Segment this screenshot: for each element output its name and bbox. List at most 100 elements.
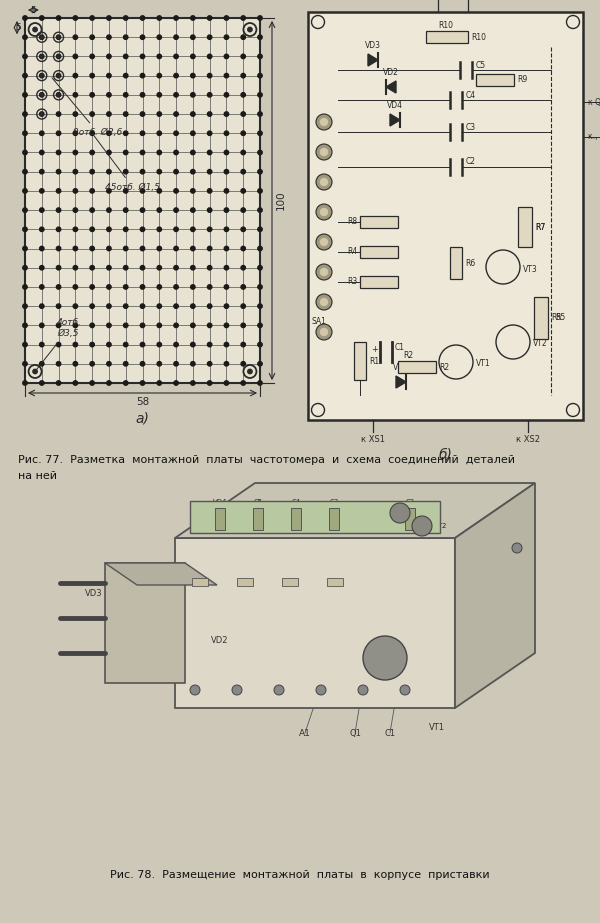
Circle shape xyxy=(40,323,44,328)
Circle shape xyxy=(232,685,242,695)
Circle shape xyxy=(157,323,161,328)
Circle shape xyxy=(208,208,212,212)
Text: 9отб. Ø2,6: 9отб. Ø2,6 xyxy=(52,78,122,137)
Text: R8: R8 xyxy=(347,218,357,226)
Circle shape xyxy=(57,36,60,39)
Circle shape xyxy=(73,304,77,308)
Circle shape xyxy=(140,362,145,366)
Circle shape xyxy=(90,285,94,289)
Circle shape xyxy=(40,36,43,39)
Circle shape xyxy=(208,170,212,174)
Circle shape xyxy=(140,150,145,155)
Circle shape xyxy=(224,227,229,232)
Text: VT1: VT1 xyxy=(377,653,392,663)
Circle shape xyxy=(124,150,128,155)
Circle shape xyxy=(191,381,195,385)
Circle shape xyxy=(208,16,212,20)
Circle shape xyxy=(90,304,94,308)
Text: VT2: VT2 xyxy=(434,523,448,529)
Circle shape xyxy=(73,170,77,174)
Circle shape xyxy=(90,188,94,193)
Circle shape xyxy=(358,685,368,695)
Circle shape xyxy=(191,208,195,212)
Circle shape xyxy=(124,323,128,328)
Circle shape xyxy=(124,131,128,136)
Circle shape xyxy=(208,54,212,59)
Circle shape xyxy=(124,246,128,251)
Circle shape xyxy=(23,74,27,78)
Circle shape xyxy=(40,227,44,232)
Circle shape xyxy=(107,188,111,193)
Circle shape xyxy=(40,381,44,385)
Text: 5: 5 xyxy=(31,6,36,15)
Circle shape xyxy=(124,35,128,40)
Text: а): а) xyxy=(136,411,149,425)
Circle shape xyxy=(90,362,94,366)
Circle shape xyxy=(174,208,178,212)
Circle shape xyxy=(107,74,111,78)
Circle shape xyxy=(258,188,262,193)
Circle shape xyxy=(73,342,77,347)
Circle shape xyxy=(258,150,262,155)
Circle shape xyxy=(157,188,161,193)
Circle shape xyxy=(23,16,27,20)
Text: VD3: VD3 xyxy=(365,41,381,50)
Bar xyxy=(192,578,208,586)
Circle shape xyxy=(56,342,61,347)
Circle shape xyxy=(258,92,262,97)
Circle shape xyxy=(107,323,111,328)
Circle shape xyxy=(241,92,245,97)
Circle shape xyxy=(23,246,27,251)
Circle shape xyxy=(140,54,145,59)
Circle shape xyxy=(320,269,328,275)
Circle shape xyxy=(107,381,111,385)
Text: R10: R10 xyxy=(439,21,454,30)
Text: A1: A1 xyxy=(299,729,311,738)
Circle shape xyxy=(157,285,161,289)
Circle shape xyxy=(40,150,44,155)
Text: Рис. 77.  Разметка  монтажной  платы  частотомера  и  схема  соединений  деталей: Рис. 77. Разметка монтажной платы частот… xyxy=(18,455,515,465)
Circle shape xyxy=(90,170,94,174)
Circle shape xyxy=(23,54,27,59)
Circle shape xyxy=(174,188,178,193)
Text: C5: C5 xyxy=(476,61,486,69)
Text: R6: R6 xyxy=(465,258,475,268)
Circle shape xyxy=(258,246,262,251)
Circle shape xyxy=(23,227,27,232)
Text: 5: 5 xyxy=(15,23,21,32)
Circle shape xyxy=(412,516,432,536)
Circle shape xyxy=(191,74,195,78)
Circle shape xyxy=(73,188,77,193)
Circle shape xyxy=(73,381,77,385)
Circle shape xyxy=(224,170,229,174)
Text: R2: R2 xyxy=(439,363,449,371)
Circle shape xyxy=(224,35,229,40)
Bar xyxy=(534,297,548,339)
Circle shape xyxy=(320,329,328,335)
Circle shape xyxy=(23,362,27,366)
Circle shape xyxy=(224,74,229,78)
Circle shape xyxy=(140,16,145,20)
Circle shape xyxy=(191,170,195,174)
Circle shape xyxy=(40,266,44,270)
Circle shape xyxy=(241,208,245,212)
Circle shape xyxy=(107,170,111,174)
Circle shape xyxy=(124,208,128,212)
Circle shape xyxy=(124,54,128,59)
Polygon shape xyxy=(386,81,396,93)
Circle shape xyxy=(90,208,94,212)
Circle shape xyxy=(174,227,178,232)
Circle shape xyxy=(174,35,178,40)
Circle shape xyxy=(174,16,178,20)
Circle shape xyxy=(23,92,27,97)
Circle shape xyxy=(56,150,61,155)
Circle shape xyxy=(73,112,77,116)
Circle shape xyxy=(140,131,145,136)
Circle shape xyxy=(157,304,161,308)
Circle shape xyxy=(174,112,178,116)
Circle shape xyxy=(320,238,328,246)
Circle shape xyxy=(124,285,128,289)
Text: б): б) xyxy=(439,448,452,462)
Circle shape xyxy=(33,28,37,31)
Circle shape xyxy=(224,304,229,308)
